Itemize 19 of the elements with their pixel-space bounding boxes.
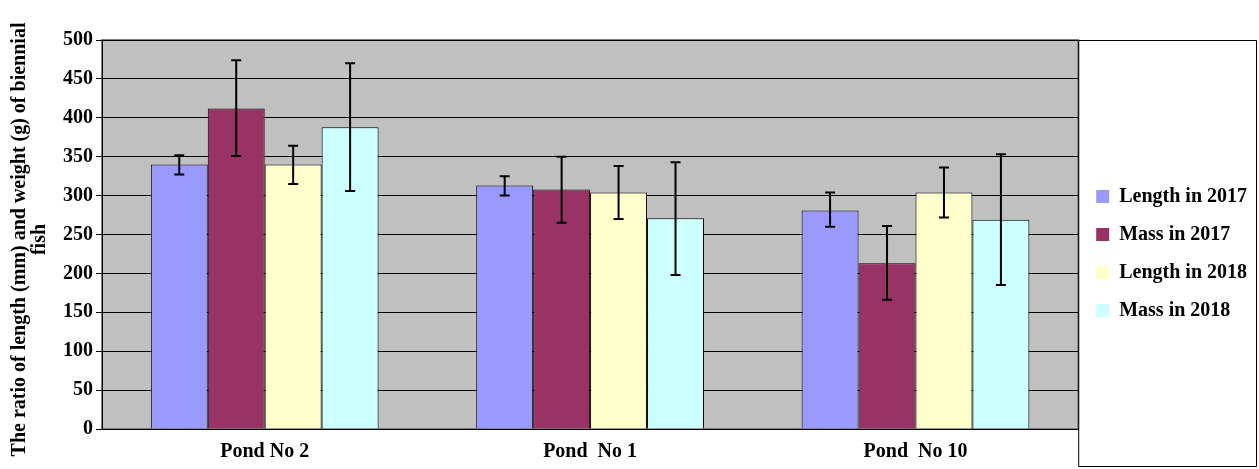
legend-label: Mass in 2017 bbox=[1119, 221, 1231, 244]
y-tick-label: 250 bbox=[63, 221, 93, 244]
legend-label: Length in 2018 bbox=[1119, 259, 1248, 283]
y-axis-title: The ratio of length (mm) and weight (g) of biennial fish bbox=[7, 22, 50, 457]
y-tick-label: 350 bbox=[63, 143, 93, 166]
legend-label: Length in 2017 bbox=[1119, 183, 1248, 207]
x-tick-label: Pond No 1 bbox=[543, 439, 638, 462]
y-tick-label: 50 bbox=[73, 377, 93, 400]
y-tick-label: 450 bbox=[63, 66, 93, 89]
y-tick-label: 0 bbox=[83, 416, 93, 439]
y-tick-label: 100 bbox=[63, 338, 93, 361]
y-tick-label: 300 bbox=[63, 182, 93, 205]
x-tick-label: Pond No 10 bbox=[863, 439, 968, 462]
x-tick-label: Pond No 2 bbox=[220, 439, 310, 462]
y-tick-label: 400 bbox=[63, 104, 93, 127]
y-tick-label: 200 bbox=[63, 260, 93, 283]
legend-label: Mass in 2018 bbox=[1119, 297, 1231, 320]
y-tick-label: 150 bbox=[63, 299, 93, 322]
y-tick-label: 500 bbox=[63, 27, 93, 50]
